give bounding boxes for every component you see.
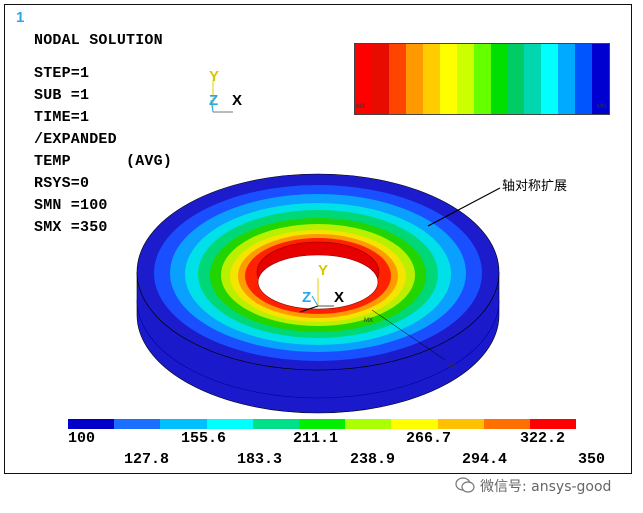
watermark-text: 微信号: ansys-good [480, 479, 612, 495]
colorbar-label-350: 350 [578, 451, 606, 468]
colorbar-swatch [483, 419, 530, 429]
info-step: STEP=1 [34, 65, 90, 82]
legend-swatch [355, 44, 372, 114]
triad-z-label: Z [209, 92, 219, 109]
legend-swatch [456, 44, 474, 114]
colorbar-swatch [68, 419, 115, 429]
colorbar-label-211-1: 211.1 [293, 430, 339, 447]
colorbar-swatch [160, 419, 207, 429]
colorbar-label-266-7: 266.7 [406, 430, 452, 447]
colorbar-label-238-9: 238.9 [350, 451, 396, 468]
hole-triad-x-label: X [334, 289, 345, 306]
info-smx: SMX =350 [34, 219, 108, 236]
model-mn-label: MN [447, 364, 457, 370]
legend-mn-label: MN [597, 104, 607, 110]
triad-y-label: Y [209, 68, 220, 85]
window-number: 1 [16, 9, 25, 26]
colorbar [68, 419, 577, 429]
legend-swatch [558, 44, 576, 114]
colorbar-label-155-6: 155.6 [181, 430, 227, 447]
colorbar-label-127-8: 127.8 [124, 451, 170, 468]
info-temp: TEMP (AVG) [34, 153, 173, 170]
colorbar-label-183-3: 183.3 [237, 451, 283, 468]
legend-swatch [490, 44, 508, 114]
info-title: NODAL SOLUTION [34, 32, 163, 49]
colorbar-swatch [529, 419, 577, 429]
legend-swatch [541, 44, 559, 114]
legend-mx-label: MX [356, 104, 365, 110]
colorbar-swatch [252, 419, 299, 429]
info-rsys: RSYS=0 [34, 175, 90, 192]
legend-swatch [371, 44, 389, 114]
colorbar-swatch [345, 419, 392, 429]
colorbar-swatch [114, 419, 161, 429]
legend-swatch [575, 44, 593, 114]
legend-swatch [592, 44, 610, 114]
triad-x-label: X [232, 92, 243, 109]
legend-swatch [422, 44, 440, 114]
colorbar-swatch [391, 419, 438, 429]
legend-swatch [473, 44, 491, 114]
legend-swatch [439, 44, 457, 114]
info-sub: SUB =1 [34, 87, 90, 104]
info-expanded: /EXPANDED [34, 131, 117, 148]
colorbar-swatch [437, 419, 484, 429]
wechat-icon [455, 477, 475, 493]
info-time: TIME=1 [34, 109, 90, 126]
hole-triad-y-label: Y [318, 262, 329, 279]
legend-swatch [507, 44, 525, 114]
colorbar-swatch [206, 419, 253, 429]
legend-swatch [405, 44, 423, 114]
contour-legend-box [354, 43, 610, 115]
colorbar-label-100: 100 [68, 430, 96, 447]
legend-swatch [524, 44, 542, 114]
model-mx-label: MX [364, 318, 373, 324]
colorbar-swatch [298, 419, 346, 429]
colorbar-label-294-4: 294.4 [462, 451, 508, 468]
legend-swatch [388, 44, 406, 114]
info-smn: SMN =100 [34, 197, 108, 214]
axisymmetric-expansion-annotation: 轴对称扩展 [502, 179, 568, 194]
hole-triad-z-label: Z [302, 289, 312, 306]
colorbar-label-322-2: 322.2 [520, 430, 566, 447]
